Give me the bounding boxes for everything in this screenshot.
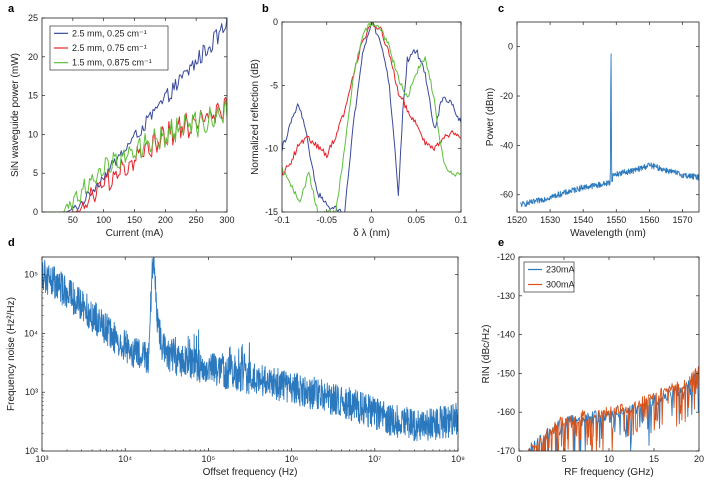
xtick-label-c: 1570 [672,215,692,225]
x-axis-label-e: RF frequency (GHz) [564,467,653,478]
xtick-label-a: 100 [96,215,111,225]
ytick-label-d: 10² [25,446,38,456]
xtick-label-b: 0.05 [407,215,425,225]
panel-c: c 1520 1530 1540 1550 1560 1570 -60 -40 -20 0 Wavel… [485,3,700,239]
series-line-c-0 [520,53,699,208]
xtick-label-b: 0.1 [455,215,468,225]
xtick-label-a: 200 [158,215,173,225]
series-line-d-0 [42,257,458,442]
ytick-label-a: 20 [28,52,38,62]
ytick-label-c: -20 [500,91,513,101]
ytick-label-d: 10⁴ [24,328,38,338]
ytick-label-e: -170 [497,446,515,456]
axes-frame-b [281,21,462,213]
panel-label-a: a [8,3,15,15]
y-axis-label-e: RIN (dBc/Hz) [481,325,492,384]
xtick-label-b: -0.05 [316,215,337,225]
series-line-a-2 [42,98,227,212]
series-group-e [527,366,699,451]
ytick-label-b: -10 [265,144,278,154]
x-axis-label-c: Wavelength (nm) [570,228,646,239]
axes-frame-d [41,256,459,452]
ytick-label-b: 0 [273,17,278,27]
axes-frame-c [516,21,700,213]
legend-entry-e-1: 300mA [546,280,575,290]
xtick-label-b: 0 [369,215,374,225]
ytick-label-d: 10⁵ [24,270,38,280]
xtick-label-d: 10⁵ [202,454,216,464]
xtick-label-c: 1560 [639,215,659,225]
xtick-label-a: 150 [127,215,142,225]
ytick-label-e: -120 [497,252,515,262]
ytick-label-b: -15 [265,207,278,217]
xtick-label-d: 10⁸ [451,454,465,464]
ytick-label-e: -160 [497,407,515,417]
xtick-label-a: 300 [219,215,234,225]
ytick-label-e: -140 [497,330,515,340]
xtick-label-e: 10 [604,454,614,464]
xtick-label-c: 1530 [540,215,560,225]
series-line-b-0 [282,22,461,212]
ytick-label-d: 10³ [25,387,38,397]
panel-b: b -0.1 -0.05 0 0.05 0.1 -15 -10 -5 0 δ λ (nm) Norma… [250,3,467,239]
series-group-c [520,53,699,208]
y-axis-label-c: Power (dBm) [485,88,496,146]
legend-frame-e [523,261,575,293]
xtick-label-e: 5 [561,454,566,464]
xtick-label-a: 250 [189,215,204,225]
ytick-label-e: -130 [497,291,515,301]
ytick-label-a: 25 [28,13,38,23]
x-axis-label-a: Current (mA) [106,228,164,239]
x-axis-label-b: δ λ (nm) [353,228,390,239]
legend-entry-a-0: 2.5 mm, 0.25 cm⁻¹ [72,28,147,38]
xtick-label-c: 1520 [507,215,527,225]
series-group-a [42,18,227,212]
xtick-label-b: -0.1 [274,215,290,225]
panel-e: e 0 5 10 15 20 -170 -160 -150 -140 -130 -120 RF freq… [481,237,704,478]
series-line-b-2 [282,22,461,212]
series-group-b [282,22,461,212]
panel-a: a 50 100 150 200 250 300 0 5 10 15 20 25 Current (mA)… [8,3,235,239]
ytick-label-a: 10 [28,129,38,139]
ytick-label-e: -150 [497,368,515,378]
series-group-d [42,257,458,442]
y-axis-label-b: Normalized reflection (dB) [250,59,261,175]
ytick-label-b: -5 [270,80,278,90]
ytick-label-a: 0 [33,207,38,217]
legend-e: 230mA 300mA [523,261,575,293]
series-line-a-1 [42,96,227,212]
legend-frame-a [49,25,169,71]
xtick-label-d: 10³ [35,454,48,464]
legend-a: 2.5 mm, 0.25 cm⁻¹ 2.5 mm, 0.75 cm⁻¹ 1.5 mm… [49,25,169,71]
xtick-label-c: 1540 [573,215,593,225]
panel-label-c: c [498,3,504,15]
legend-entry-a-1: 2.5 mm, 0.75 cm⁻¹ [72,43,147,53]
legend-entry-e-0: 230mA [546,265,575,275]
ytick-label-c: -60 [500,190,513,200]
panel-label-b: b [262,3,269,15]
y-axis-label-d: Frequency noise (Hz²/Hz) [6,297,17,411]
xtick-label-e: 20 [694,454,704,464]
xtick-label-c: 1550 [606,215,626,225]
panel-label-e: e [498,237,504,249]
xtick-label-d: 10⁴ [118,454,132,464]
ytick-label-a: 15 [28,91,38,101]
xtick-label-d: 10⁶ [285,454,299,464]
xtick-label-a: 50 [68,215,78,225]
xtick-label-d: 10⁷ [368,454,381,464]
xtick-label-e: 0 [516,454,521,464]
x-axis-label-d: Offset frequency (Hz) [203,467,298,478]
xtick-label-e: 15 [649,454,659,464]
y-axis-label-a: SiN waveguide power (mW) [10,53,21,177]
legend-entry-a-2: 1.5 mm, 0.875 cm⁻¹ [72,58,152,68]
panel-label-d: d [8,237,15,249]
series-line-e-1 [527,366,699,451]
ytick-label-c: 0 [508,42,513,52]
ytick-label-c: -40 [500,140,513,150]
ytick-label-a: 5 [33,168,38,178]
